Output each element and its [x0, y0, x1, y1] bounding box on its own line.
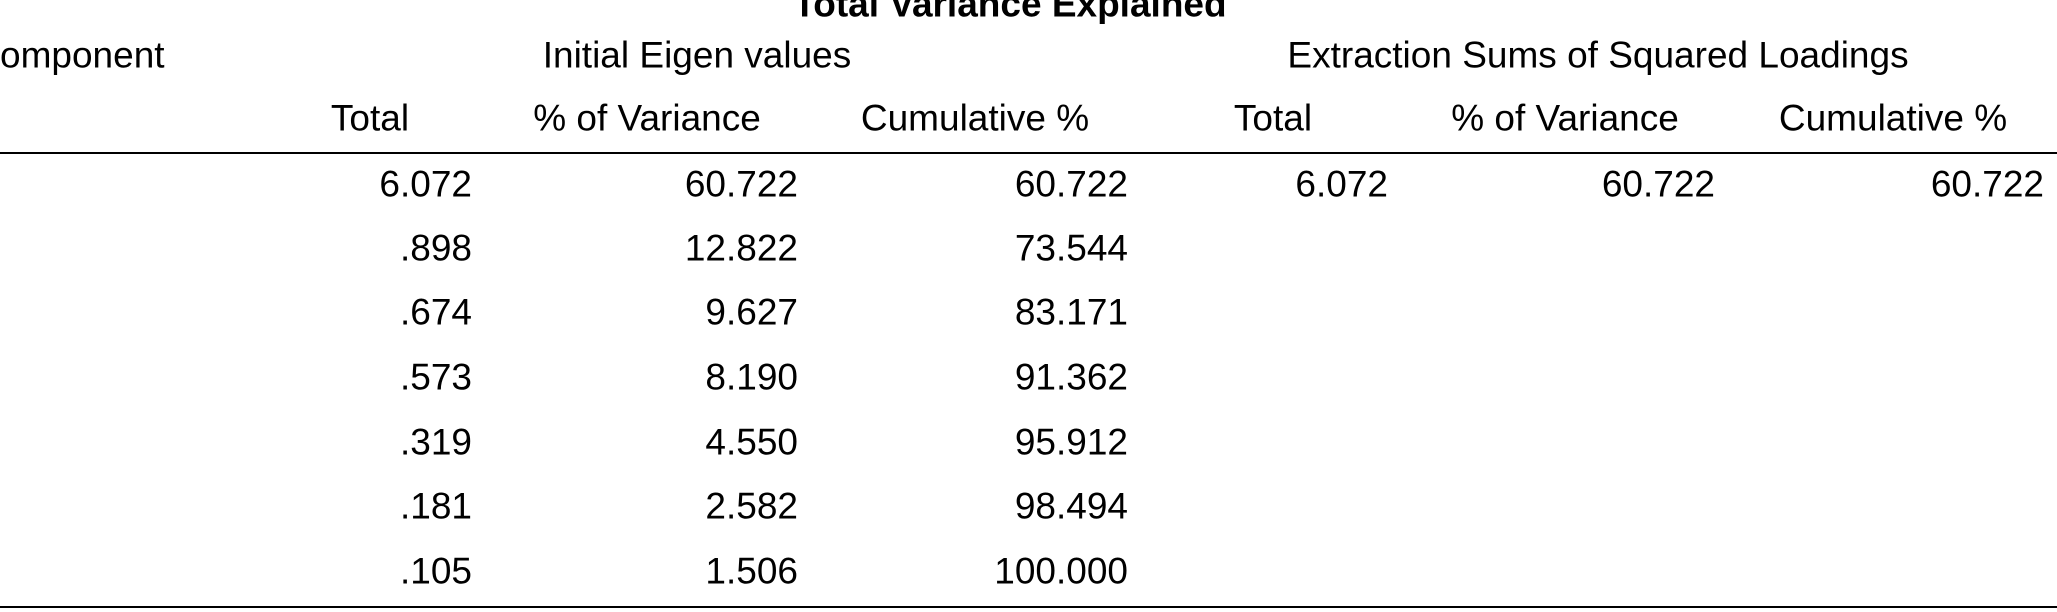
- table-cell: .105: [399, 550, 472, 592]
- table-cell: .181: [399, 485, 472, 527]
- table-cell: .898: [399, 227, 472, 269]
- group-header: Extraction Sums of Squared Loadings: [1287, 34, 1909, 76]
- table-cell: .573: [399, 356, 472, 398]
- table-cell: 4.550: [705, 421, 798, 463]
- table-cell: 95.912: [1014, 421, 1128, 463]
- header-rule: [0, 152, 2057, 154]
- column-header: Cumulative %: [860, 97, 1090, 139]
- table-cell: 12.822: [684, 227, 798, 269]
- column-header: % of Variance: [1451, 97, 1679, 139]
- bottom-rule: [0, 606, 2057, 608]
- table-cell: 9.627: [705, 291, 798, 333]
- row-header-label: omponent: [0, 34, 165, 76]
- table-cell: .674: [399, 291, 472, 333]
- table-cell: 100.000: [994, 550, 1128, 592]
- table-cell: 60.722: [1014, 163, 1128, 205]
- table-cell: 83.171: [1014, 291, 1128, 333]
- table-cell: 60.722: [1601, 163, 1715, 205]
- table-title: Total Variance Explained: [793, 0, 1227, 25]
- column-header: Total: [330, 97, 410, 139]
- table-cell: 91.362: [1014, 356, 1128, 398]
- column-header: Cumulative %: [1778, 97, 2008, 139]
- column-header: Total: [1233, 97, 1313, 139]
- table-cell: 60.722: [1930, 163, 2044, 205]
- table-cell: 6.072: [1295, 163, 1388, 205]
- table-cell: 73.544: [1014, 227, 1128, 269]
- table-cell: 8.190: [705, 356, 798, 398]
- table-cell: 60.722: [684, 163, 798, 205]
- table-cell: .319: [399, 421, 472, 463]
- table-cell: 2.582: [705, 485, 798, 527]
- table-cell: 1.506: [705, 550, 798, 592]
- table-cell: 6.072: [379, 163, 472, 205]
- column-header: % of Variance: [533, 97, 761, 139]
- group-header: Initial Eigen values: [542, 34, 852, 76]
- table-cell: 98.494: [1014, 485, 1128, 527]
